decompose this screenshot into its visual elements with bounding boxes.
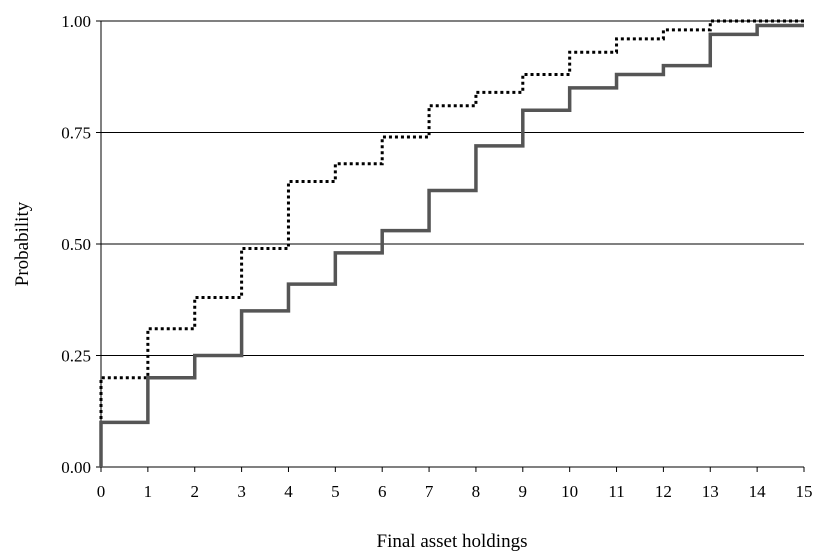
y-tick-label: 0.50 xyxy=(61,235,91,254)
y-tick-label: 1.00 xyxy=(61,12,91,31)
x-tick-label: 6 xyxy=(378,482,387,501)
y-tick-label: 0.00 xyxy=(61,458,91,477)
x-tick-label: 11 xyxy=(608,482,624,501)
y-tick-label: 0.75 xyxy=(61,124,91,143)
y-axis-title: Probability xyxy=(12,201,33,286)
x-tick-label: 7 xyxy=(425,482,434,501)
series-lines xyxy=(99,19,804,467)
x-tick-label: 0 xyxy=(97,482,106,501)
x-tick-label: 10 xyxy=(561,482,578,501)
x-tick-label: 5 xyxy=(331,482,340,501)
series-line-solid xyxy=(99,23,804,467)
y-tick-label: 0.25 xyxy=(61,347,91,366)
x-tick-label: 14 xyxy=(749,482,767,501)
series-line-dotted xyxy=(99,19,804,467)
x-axis-title: Final asset holdings xyxy=(377,531,528,552)
x-tick-labels: 0 1 2 3 4 5 6 7 8 9 10 11 12 13 14 15 xyxy=(97,482,813,501)
x-tick-label: 8 xyxy=(472,482,481,501)
y-tick-labels: 0.00 0.25 0.50 0.75 1.00 xyxy=(61,12,91,477)
x-tick-label: 2 xyxy=(190,482,199,501)
x-tick-label: 1 xyxy=(144,482,153,501)
x-tick-label: 15 xyxy=(796,482,813,501)
x-tick-label: 13 xyxy=(702,482,719,501)
x-tick-label: 4 xyxy=(284,482,293,501)
x-tick-label: 9 xyxy=(519,482,528,501)
gridlines xyxy=(101,20,804,356)
x-tick-label: 3 xyxy=(237,482,246,501)
x-tick-label: 12 xyxy=(655,482,672,501)
axes xyxy=(96,20,805,472)
